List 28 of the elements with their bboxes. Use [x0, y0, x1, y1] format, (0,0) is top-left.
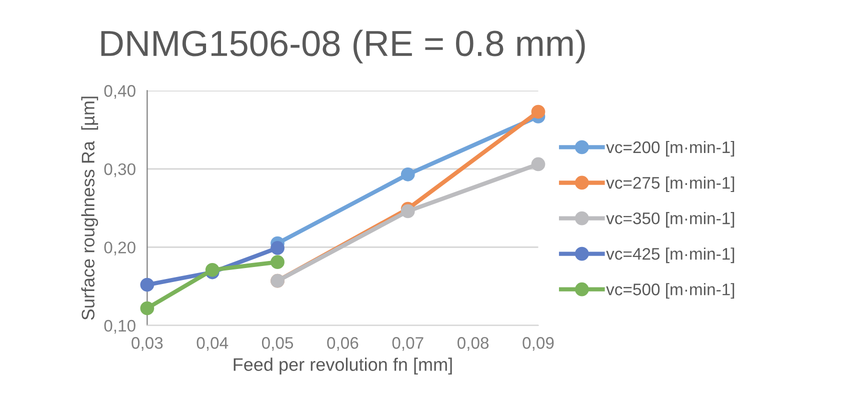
- x-tick-label: 0,03: [132, 337, 163, 351]
- point: [140, 301, 154, 316]
- legend-label: vc=500 [m·min-1]: [606, 283, 734, 299]
- x-tick-label: 0,09: [522, 337, 554, 351]
- point: [270, 255, 284, 270]
- legend-label: vc=425 [m·min-1]: [606, 248, 734, 264]
- x-axis-title: Feed per revolution fn [mm]: [234, 358, 452, 375]
- y-tick-label: 0,40: [104, 85, 136, 99]
- point: [531, 157, 546, 172]
- point: [400, 204, 415, 218]
- y-axis-title: Surface roughness Ra [µm]: [81, 96, 98, 320]
- x-tick-label: 0,07: [392, 337, 424, 351]
- x-tick-label: 0,06: [327, 337, 358, 351]
- point: [531, 104, 546, 119]
- point: [400, 167, 415, 182]
- x-tick-label: 0,05: [262, 337, 294, 351]
- point: [140, 278, 154, 292]
- legend-label: vc=350 [m·min-1]: [606, 212, 734, 228]
- point: [270, 241, 284, 255]
- y-tick-label: 0,10: [104, 320, 136, 334]
- chart-title: DNMG1506-08 (RE = 0.8 mm): [101, 30, 585, 64]
- x-tick-label: 0,04: [196, 337, 228, 351]
- x-tick-label: 0,08: [457, 337, 489, 351]
- y-tick-label: 0,30: [104, 163, 136, 178]
- legend-label: vc=275 [m·min-1]: [606, 176, 734, 192]
- point: [205, 262, 220, 277]
- y-tick-label: 0,20: [104, 242, 136, 256]
- legend-label: vc=200 [m·min-1]: [606, 140, 734, 156]
